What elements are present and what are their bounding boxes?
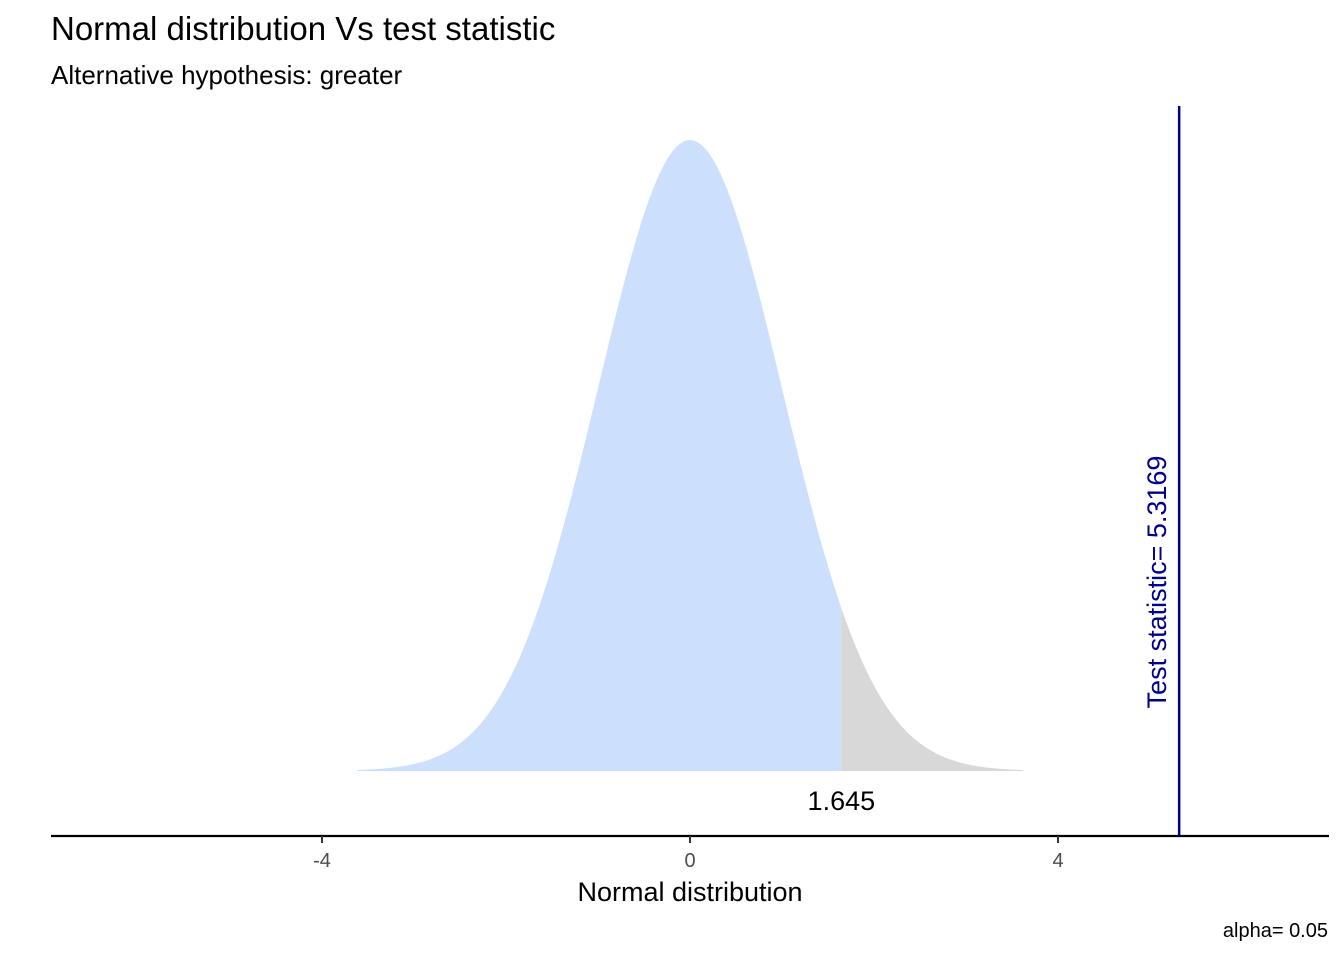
x-axis-ticks: -4 0 4 <box>313 836 1064 872</box>
x-tick-label: -4 <box>313 850 331 872</box>
x-axis-title: Normal distribution <box>577 877 802 907</box>
chart-title: Normal distribution Vs test statistic <box>51 10 556 47</box>
x-tick-label: 0 <box>684 850 695 872</box>
x-tick-label: 4 <box>1052 850 1063 872</box>
chart-subtitle: Alternative hypothesis: greater <box>51 60 403 90</box>
alpha-caption: alpha= 0.05 <box>1222 920 1328 942</box>
rejection-region <box>841 607 1024 771</box>
acceptance-region <box>356 140 842 772</box>
test-statistic-label: Test statistic= 5.3169 <box>1142 456 1172 709</box>
critical-value-label: 1.645 <box>808 786 876 816</box>
